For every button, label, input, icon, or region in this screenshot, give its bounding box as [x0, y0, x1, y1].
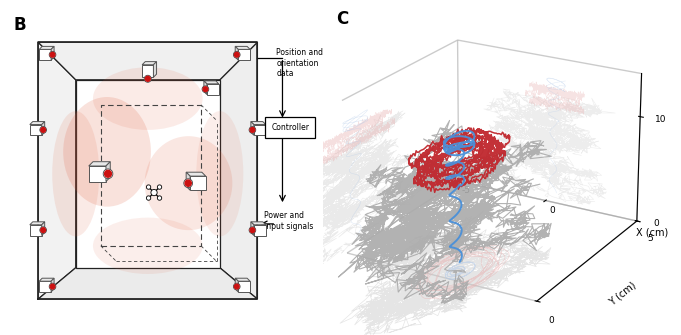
Polygon shape: [30, 222, 45, 225]
Polygon shape: [142, 65, 153, 77]
Circle shape: [234, 283, 240, 290]
Polygon shape: [51, 46, 54, 60]
Polygon shape: [251, 222, 254, 236]
Polygon shape: [238, 281, 250, 292]
Polygon shape: [235, 46, 238, 60]
Circle shape: [104, 169, 113, 179]
Circle shape: [39, 127, 46, 133]
Circle shape: [105, 170, 112, 177]
Polygon shape: [142, 62, 157, 65]
Y-axis label: Y (cm): Y (cm): [607, 280, 638, 307]
Circle shape: [249, 227, 256, 233]
Polygon shape: [190, 176, 206, 190]
Ellipse shape: [93, 218, 203, 274]
Polygon shape: [254, 225, 266, 236]
Circle shape: [234, 284, 239, 289]
Polygon shape: [207, 84, 219, 94]
Circle shape: [41, 128, 46, 132]
Polygon shape: [204, 81, 219, 84]
Ellipse shape: [63, 97, 151, 207]
Circle shape: [50, 284, 55, 289]
Polygon shape: [153, 62, 157, 77]
Circle shape: [184, 179, 193, 188]
Polygon shape: [38, 268, 257, 299]
Ellipse shape: [144, 136, 232, 230]
Circle shape: [250, 128, 255, 132]
Polygon shape: [238, 49, 250, 60]
Circle shape: [49, 283, 56, 290]
Circle shape: [234, 52, 239, 57]
Polygon shape: [235, 278, 238, 292]
X-axis label: X (cm): X (cm): [635, 228, 668, 238]
Circle shape: [50, 52, 55, 57]
Polygon shape: [204, 81, 207, 94]
Circle shape: [234, 51, 240, 58]
Text: Power and
input signals: Power and input signals: [264, 211, 313, 231]
Polygon shape: [235, 46, 250, 49]
Circle shape: [145, 76, 151, 81]
Polygon shape: [30, 225, 42, 236]
Circle shape: [151, 189, 157, 196]
Text: C: C: [336, 10, 349, 28]
Circle shape: [146, 196, 151, 200]
Polygon shape: [254, 125, 266, 135]
Polygon shape: [39, 49, 51, 60]
Circle shape: [146, 185, 151, 189]
Circle shape: [185, 180, 191, 186]
Ellipse shape: [93, 67, 203, 130]
Ellipse shape: [196, 111, 243, 237]
Polygon shape: [39, 278, 54, 281]
Polygon shape: [38, 42, 76, 299]
Circle shape: [157, 185, 161, 189]
Circle shape: [49, 51, 56, 58]
Circle shape: [202, 86, 209, 92]
Circle shape: [157, 196, 161, 200]
Circle shape: [250, 228, 255, 232]
Circle shape: [144, 75, 151, 82]
Polygon shape: [106, 162, 110, 182]
Polygon shape: [39, 46, 54, 49]
Polygon shape: [89, 166, 106, 182]
Polygon shape: [38, 42, 257, 80]
Polygon shape: [42, 222, 45, 236]
Text: Position and
orientation
data: Position and orientation data: [276, 49, 323, 78]
Polygon shape: [39, 281, 51, 292]
Polygon shape: [251, 122, 254, 135]
Polygon shape: [235, 278, 250, 281]
Text: Controller: Controller: [271, 123, 309, 132]
Circle shape: [41, 228, 46, 232]
Polygon shape: [30, 122, 45, 125]
Ellipse shape: [52, 111, 99, 237]
Polygon shape: [251, 222, 266, 225]
Polygon shape: [30, 125, 42, 135]
Polygon shape: [51, 278, 54, 292]
FancyBboxPatch shape: [266, 117, 315, 138]
Polygon shape: [89, 162, 110, 166]
Polygon shape: [251, 122, 266, 125]
Polygon shape: [186, 172, 190, 190]
Text: B: B: [13, 15, 26, 34]
Polygon shape: [42, 122, 45, 135]
Circle shape: [249, 127, 256, 133]
Polygon shape: [186, 172, 206, 176]
Polygon shape: [76, 80, 220, 268]
Circle shape: [39, 227, 46, 233]
Circle shape: [203, 87, 208, 91]
Polygon shape: [220, 42, 257, 299]
